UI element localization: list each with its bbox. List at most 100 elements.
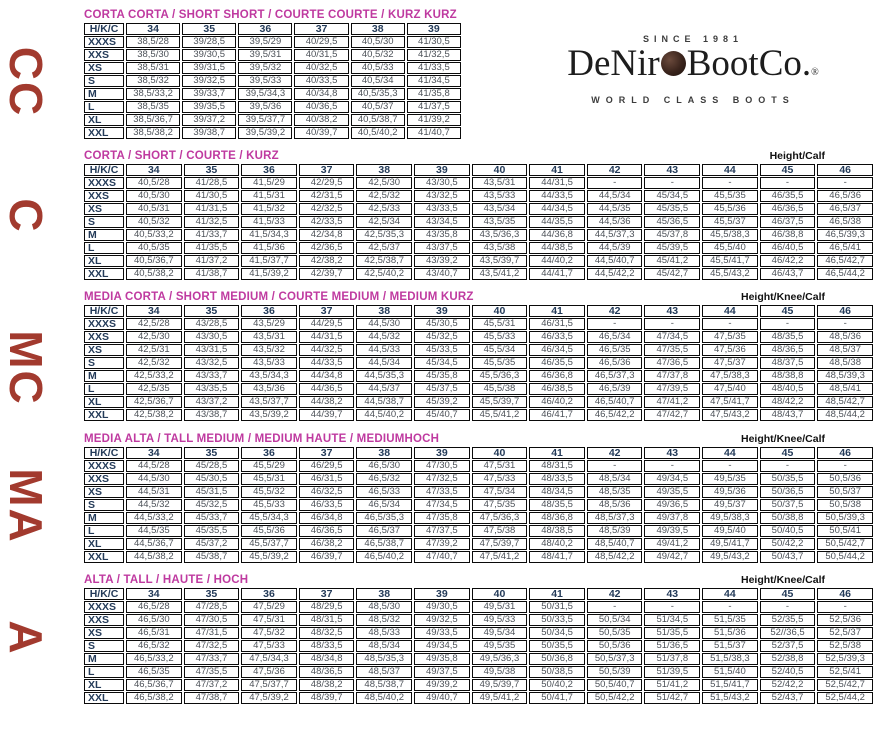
size-cell: 41,5/33 [241, 216, 297, 228]
logo-name: DeNir BootCo.® [515, 44, 871, 93]
table-row-xl: XL 40,5/36,7 41/37,2 41,5/37,7 42/38,2 42,5/3… [84, 255, 873, 267]
size-cell: 43,5/31 [471, 177, 528, 189]
size-cell: 48/37,5 [759, 357, 816, 369]
size-cell: 44,5/32 [356, 331, 413, 343]
column-header-size-45: 45 [759, 164, 816, 176]
size-cell: 45,5/33 [241, 499, 297, 511]
column-header-row: H/K/C 34 35 36 37 38 39 [84, 23, 461, 35]
side-label-a: A [0, 620, 52, 656]
column-header-size-41: 41 [529, 164, 585, 176]
size-cell: 47/34,5 [414, 499, 470, 511]
size-cell: 40,5/32 [126, 216, 182, 228]
size-cell: 44/33,5 [529, 190, 585, 202]
table-row-xs: XS 40,5/31 41/31,5 41,5/32 42/32,5 42,5/33 43/… [84, 203, 873, 215]
size-cell: 52/35,5 [759, 614, 816, 626]
size-cell: 52,5/39,3 [817, 653, 873, 665]
row-size-label: XXS [84, 473, 124, 485]
side-label-ma: MA [0, 468, 52, 544]
size-cell: 45,5/32 [241, 486, 297, 498]
size-cell: 45,5/37 [702, 216, 758, 228]
size-cell: 47/39,2 [414, 538, 470, 550]
size-cell: 46/38,5 [529, 383, 585, 395]
empty-size-cell: - [702, 318, 758, 330]
column-header-size-38: 38 [356, 305, 413, 317]
size-cell: 50/34,5 [529, 627, 585, 639]
size-cell: 44,5/36 [586, 216, 643, 228]
size-cell: 41/33,5 [406, 62, 461, 74]
row-size-label: XL [84, 255, 124, 267]
height-unit-label: Height/Knee/Calf [740, 574, 825, 586]
size-cell: 43/32,5 [183, 357, 240, 369]
size-cell: 46,5/30 [356, 460, 413, 472]
column-header-size-35: 35 [183, 447, 240, 459]
size-cell: 49,5/38 [471, 666, 528, 678]
size-cell: 42,5/28 [126, 318, 182, 330]
table-row-s: S 46,5/32 47/32,5 47,5/33 48/33,5 48,5/34 49/3… [84, 640, 873, 652]
size-cell: 39,5/32 [238, 62, 293, 74]
row-size-label: XS [84, 344, 124, 356]
size-cell: 38,5/30 [126, 49, 181, 61]
size-cell: 52/42,2 [759, 679, 816, 691]
table-row-m: M 44,5/33,2 45/33,7 45,5/34,3 46/34,8 46,5/35… [84, 512, 873, 524]
size-cell: 44,5/28 [126, 460, 182, 472]
size-cell: 49/42,7 [644, 551, 701, 563]
row-size-label: L [84, 666, 124, 678]
size-cell: 44,5/40,2 [356, 409, 413, 421]
column-header-size-38: 38 [356, 164, 413, 176]
size-cell: 41/37,5 [406, 101, 461, 113]
size-cell: 52,5/38 [817, 640, 873, 652]
size-cell: 44,5/38,7 [356, 396, 413, 408]
column-header-size-43: 43 [644, 164, 701, 176]
row-size-label: XXL [84, 409, 124, 421]
corner-header-hkc: H/K/C [84, 164, 124, 176]
size-cell: 47,5/33 [471, 473, 528, 485]
size-cell: 45,5/39,2 [241, 551, 297, 563]
size-cell: 43,5/34,3 [241, 370, 297, 382]
table-row-s: S 38,5/32 39/32,5 39,5/33 40/33,5 40,5/34 41/3… [84, 75, 461, 87]
column-header-size-40: 40 [471, 588, 528, 600]
column-header-size-44: 44 [702, 447, 758, 459]
table-row-xxxs: XXXS 46,5/28 47/28,5 47,5/29 48/29,5 48,5/30 4… [84, 601, 873, 613]
size-cell: 43/33,5 [414, 203, 470, 215]
size-cell: 48/42,2 [759, 396, 816, 408]
column-header-size-34: 34 [126, 447, 182, 459]
column-header-size-37: 37 [298, 447, 355, 459]
table-row-xxl: XXL 38,5/38,2 39/38,7 39,5/39,2 40/39,7 40,5/… [84, 127, 461, 139]
size-cell: 48,5/36 [586, 499, 643, 511]
size-cell: 38,5/38,2 [126, 127, 181, 139]
size-cell: 40,5/31 [126, 203, 182, 215]
size-cell: 41,5/36 [241, 242, 297, 254]
size-table: H/K/C 34 35 36 37 38 39 40 41 42 43 44 45 46 XXXS 40,5/… [82, 163, 873, 281]
size-cell: 48,5/35 [586, 486, 643, 498]
size-cell: 43/37,2 [183, 396, 240, 408]
size-cell: 44,5/32 [126, 499, 182, 511]
size-cell: 46,5/35 [126, 666, 182, 678]
size-cell: 47,5/39,7 [471, 538, 528, 550]
table-title: MEDIA ALTA / TALL MEDIUM / MEDIUM HAUTE … [84, 433, 440, 445]
size-cell: 47/34,5 [644, 331, 701, 343]
size-cell: 41,5/29 [241, 177, 297, 189]
size-cell: 49,5/36 [702, 486, 758, 498]
size-table: H/K/C 34 35 36 37 38 39 XXXS 38,5/28 39/28,5 39,5/… [82, 22, 463, 140]
size-cell: 43/31,5 [183, 344, 240, 356]
size-cell: 48/34,8 [298, 653, 355, 665]
size-cell: 41,5/39,2 [241, 268, 297, 280]
size-cell: 47,5/38,3 [702, 370, 758, 382]
size-cell: 44,5/33,2 [126, 512, 182, 524]
column-header-size-37: 37 [298, 305, 355, 317]
size-cell: 45/31,5 [183, 486, 240, 498]
empty-size-cell: - [644, 177, 701, 189]
size-cell: 40/38,2 [294, 114, 349, 126]
size-cell: 39,5/39,2 [238, 127, 293, 139]
size-cell: 49,5/43,2 [702, 551, 758, 563]
brand-logo: SINCE 1981 DeNir BootCo.® WORLD CLASS BOO… [515, 34, 871, 105]
size-cell: 49/35,5 [644, 486, 701, 498]
column-header-size-35: 35 [183, 588, 240, 600]
size-cell: 39/33,7 [182, 88, 237, 100]
size-cell: 40/36,5 [294, 101, 349, 113]
size-cell: 48/32,5 [298, 627, 355, 639]
size-cell: 48,5/44,2 [817, 409, 873, 421]
column-header-size-42: 42 [586, 164, 643, 176]
size-cell: 46,5/36 [817, 190, 873, 202]
size-cell: 45/34,5 [644, 190, 701, 202]
